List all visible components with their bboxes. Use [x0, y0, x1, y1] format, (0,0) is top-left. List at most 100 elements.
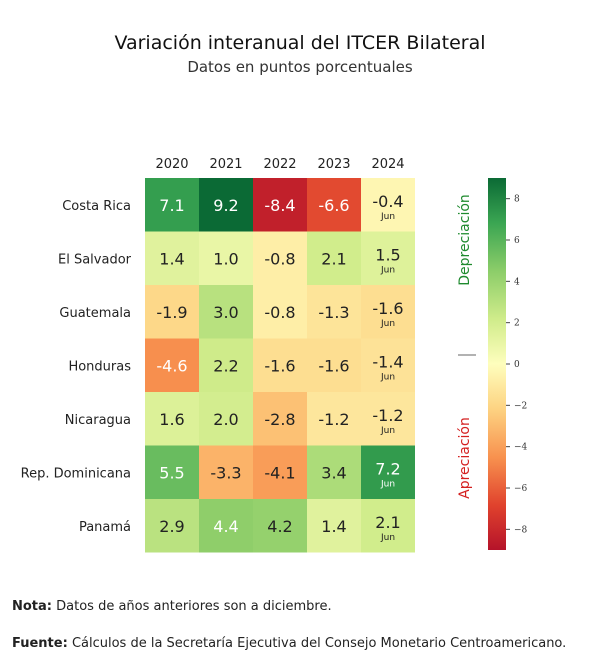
cell-value-label: -1.2 — [372, 406, 403, 425]
cell-value-label: -1.6 — [264, 356, 295, 375]
heatmap-cell — [145, 445, 199, 499]
colorbar-tick-label: 0 — [514, 360, 520, 370]
cell-value-label: 4.2 — [267, 517, 292, 536]
cell-value-label: -1.2 — [318, 410, 349, 429]
column-label: 2023 — [317, 157, 350, 172]
heatmap-cell — [199, 392, 253, 446]
heatmap-cell — [145, 392, 199, 446]
heatmap-cell — [361, 231, 415, 285]
cell-value-label: -0.8 — [264, 249, 295, 268]
heatmap-cell — [253, 338, 307, 392]
cell-value-label: -1.3 — [318, 303, 349, 322]
cell-value-label: 1.5 — [375, 245, 400, 264]
heatmap-cell — [253, 285, 307, 339]
cell-value-label: 7.2 — [375, 459, 400, 478]
cell-value-label: 5.5 — [159, 463, 184, 482]
cell-value-label: -0.4 — [372, 192, 403, 211]
note-text: Datos de años anteriores son a diciembre… — [56, 599, 332, 614]
cell-value-label: -3.3 — [210, 463, 241, 482]
cell-sublabel: Jun — [380, 372, 395, 382]
heatmap-cell — [145, 285, 199, 339]
colorbar-tick-label: 6 — [514, 236, 520, 246]
chart-title: Variación interanual del ITCER Bilateral — [114, 32, 486, 54]
cell-sublabel: Jun — [380, 319, 395, 329]
depreciation-label: Depreciación — [457, 194, 473, 286]
cell-value-label: 3.4 — [321, 463, 346, 482]
row-label: El Salvador — [58, 252, 132, 267]
cell-value-label: -2.8 — [264, 410, 295, 429]
row-label: Nicaragua — [65, 413, 131, 428]
cell-value-label: -8.4 — [264, 196, 295, 215]
heatmap-cell — [253, 178, 307, 232]
column-label: 2024 — [371, 157, 404, 172]
colorbar-tick-label: −2 — [514, 401, 527, 411]
heatmap-cell — [307, 445, 361, 499]
heatmap-cell — [361, 392, 415, 446]
heatmap-cell — [307, 285, 361, 339]
cell-value-label: -1.6 — [372, 299, 403, 318]
cell-value-label: 3.0 — [213, 303, 238, 322]
heatmap-cell — [361, 285, 415, 339]
heatmap-cell — [307, 499, 361, 553]
cell-value-label: 1.4 — [159, 249, 184, 268]
appreciation-label: Apreciación — [457, 417, 473, 499]
cell-value-label: -4.1 — [264, 463, 295, 482]
heatmap-cell — [253, 231, 307, 285]
cell-value-label: -1.9 — [156, 303, 187, 322]
colorbar-tick-label: 4 — [514, 277, 520, 287]
heatmap-cell — [145, 231, 199, 285]
chart-subtitle: Datos en puntos porcentuales — [187, 58, 413, 76]
cell-value-label: -1.6 — [318, 356, 349, 375]
cell-sublabel: Jun — [380, 426, 395, 436]
heatmap-cell — [145, 338, 199, 392]
heatmap-cell — [145, 499, 199, 553]
heatmap-cell — [145, 178, 199, 232]
cell-value-label: 4.4 — [213, 517, 238, 536]
column-label: 2020 — [155, 157, 188, 172]
cell-value-label: 2.0 — [213, 410, 238, 429]
colorbar-tick-label: 2 — [514, 319, 520, 329]
heatmap-cell — [361, 178, 415, 232]
cell-value-label: 2.2 — [213, 356, 238, 375]
cell-value-label: 2.1 — [375, 513, 400, 532]
row-label: Honduras — [68, 359, 131, 374]
cell-value-label: 9.2 — [213, 196, 238, 215]
cell-sublabel: Jun — [380, 212, 395, 222]
heatmap-cell — [253, 445, 307, 499]
heatmap-cell — [199, 338, 253, 392]
cell-value-label: -6.6 — [318, 196, 349, 215]
colorbar-tick-label: 8 — [514, 195, 520, 205]
source-line: Fuente: Cálculos de la Secretaría Ejecut… — [12, 636, 566, 651]
note-line: Nota: Datos de años anteriores son a dic… — [12, 599, 332, 614]
heatmap-cell — [199, 231, 253, 285]
row-labels: Costa Rica El Salvador Guatemala Honduras Ni… — [21, 199, 132, 535]
heatmap-cell — [253, 499, 307, 553]
colorbar-tick-label: −4 — [514, 443, 528, 453]
cell-value-label: -1.4 — [372, 352, 403, 371]
row-label: Rep. Dominicana — [21, 466, 131, 481]
cell-value-label: 1.6 — [159, 410, 184, 429]
row-label: Guatemala — [59, 306, 131, 321]
heatmap-cell — [307, 231, 361, 285]
cell-value-label: 2.1 — [321, 249, 346, 268]
note-label: Nota: — [12, 599, 52, 614]
cell-sublabel: Jun — [380, 265, 395, 275]
heatmap-cell — [361, 499, 415, 553]
heatmap-cell — [307, 338, 361, 392]
colorbar: 8 6 4 2 0 −2 −4 −6 −8 Depreciación Apreciación — [457, 178, 528, 550]
heatmap-cell — [199, 178, 253, 232]
colorbar-tick-label: −6 — [514, 484, 528, 494]
row-label: Costa Rica — [62, 199, 131, 214]
heatmap-cell — [199, 285, 253, 339]
heatmap-cell — [253, 392, 307, 446]
row-label: Panamá — [79, 520, 131, 535]
cell-value-label: 1.4 — [321, 517, 346, 536]
cell-value-label: 1.0 — [213, 249, 238, 268]
column-label: 2021 — [209, 157, 242, 172]
cell-value-label: 7.1 — [159, 196, 184, 215]
heatmap-cell — [361, 445, 415, 499]
cell-value-label: 2.9 — [159, 517, 184, 536]
heatmap-cell — [307, 178, 361, 232]
